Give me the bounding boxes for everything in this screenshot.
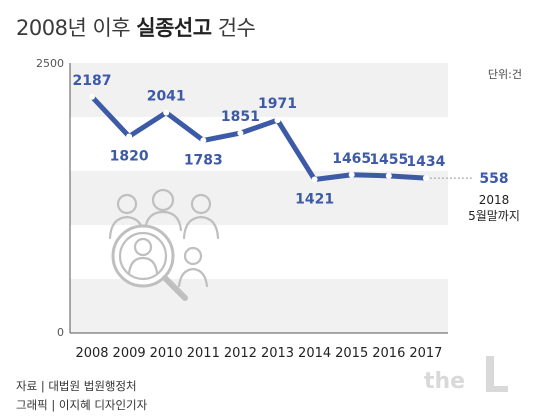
- graphic-credit: 그래픽 | 이지혜 디자인기자: [16, 398, 148, 412]
- x-tick-label: 2012: [224, 346, 257, 361]
- people-search-illustration: [108, 188, 220, 301]
- data-label: 1421: [295, 192, 334, 208]
- the-l-logo: the: [424, 356, 508, 394]
- title-bold: 실종선고: [136, 16, 212, 40]
- x-tick-label: 2016: [372, 346, 405, 361]
- data-label: 2041: [147, 89, 186, 105]
- x-tick-label: 2011: [187, 346, 220, 361]
- x-tick-label: 2013: [261, 346, 294, 361]
- source-text: 자료 | 대법원 법원행정처: [16, 379, 137, 393]
- data-point: [274, 117, 281, 124]
- y-tick-label: 0: [57, 326, 64, 339]
- data-point: [422, 175, 429, 182]
- title-prefix: 2008년 이후: [16, 16, 137, 40]
- x-tick-label: 2009: [113, 346, 146, 361]
- data-point: [385, 172, 392, 179]
- unit-label: 단위:건: [487, 68, 522, 81]
- grid-band: [70, 279, 448, 333]
- data-point: [126, 133, 133, 140]
- x-tick-label: 2017: [409, 346, 442, 361]
- data-point: [348, 171, 355, 178]
- x-tick-label: 2008: [75, 346, 108, 361]
- data-point: [89, 93, 95, 100]
- data-label: 1971: [258, 96, 297, 112]
- svg-text:the: the: [424, 369, 465, 394]
- data-label: 2187: [73, 73, 112, 89]
- series-line: [89, 94, 429, 183]
- grid-band: [70, 63, 448, 117]
- data-point: [163, 109, 170, 116]
- x-tick-label: 2014: [298, 346, 331, 361]
- data-label: 1851: [221, 109, 260, 125]
- chart-title: 2008년 이후 실종선고 건수: [16, 12, 256, 42]
- data-point: [237, 130, 244, 137]
- title-suffix: 건수: [211, 16, 256, 40]
- extra-period-label: 5월말까지: [468, 209, 520, 223]
- data-label: 1465: [332, 151, 371, 167]
- extra-value-label: 558: [479, 171, 508, 187]
- data-point: [311, 176, 318, 183]
- x-tick-label: 2010: [150, 346, 183, 361]
- x-tick-label: 2015: [335, 346, 368, 361]
- data-label: 1434: [406, 154, 445, 170]
- extra-period-label: 2018: [479, 193, 510, 207]
- y-tick-label: 2500: [36, 57, 64, 70]
- data-label: 1783: [184, 152, 223, 168]
- data-label: 1820: [110, 148, 149, 164]
- data-label: 1455: [369, 152, 408, 168]
- data-point: [200, 137, 207, 144]
